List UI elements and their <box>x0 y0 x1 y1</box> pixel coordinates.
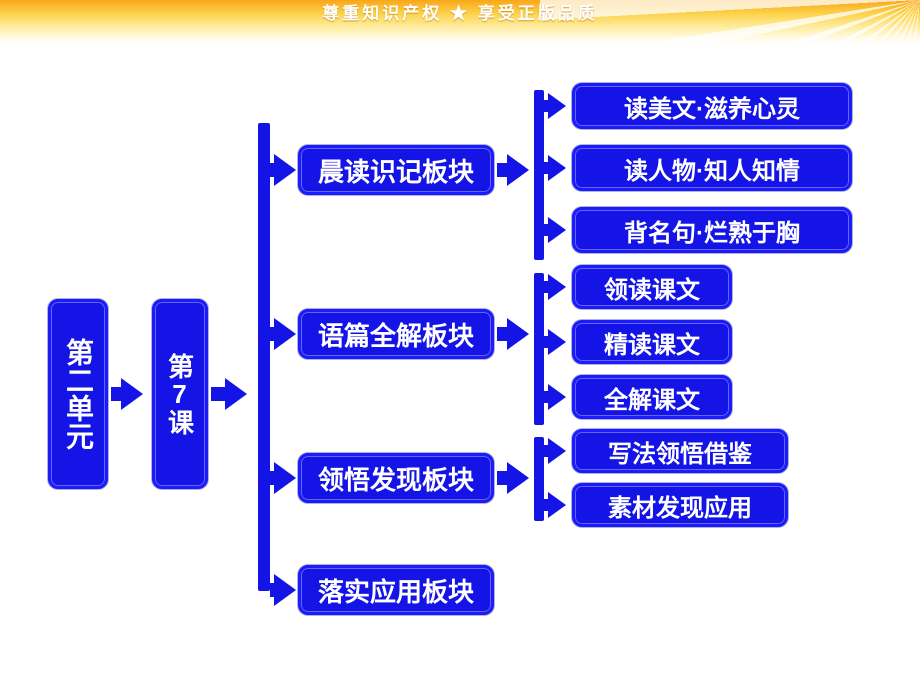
arrow-icon <box>548 217 566 243</box>
connector <box>497 471 507 485</box>
leaf-full[interactable]: 全解课文 <box>572 375 732 419</box>
sec-morning-label: 晨读识记板块 <box>318 152 474 189</box>
arrow-icon <box>548 274 566 300</box>
lesson[interactable]: 第7课 <box>152 299 208 489</box>
arrow-icon <box>548 384 566 410</box>
leaf-material-label: 素材发现应用 <box>608 488 752 523</box>
arrow-icon <box>507 318 529 350</box>
leaf-close[interactable]: 精读课文 <box>572 320 732 364</box>
arrow-icon <box>274 462 296 494</box>
leaf-people-label: 读人物·知人知情 <box>624 151 800 186</box>
arrow-icon <box>225 378 247 410</box>
leaf-people[interactable]: 读人物·知人知情 <box>572 145 852 191</box>
leaf-quote[interactable]: 背名句·烂熟于胸 <box>572 207 852 253</box>
leaf-lead-label: 领读课文 <box>604 270 700 305</box>
sec-morning[interactable]: 晨读识记板块 <box>298 145 494 195</box>
arrow-icon <box>548 492 566 518</box>
arrow-icon <box>274 318 296 350</box>
connector <box>497 163 507 177</box>
sec-practice-label: 落实应用板块 <box>318 572 474 609</box>
unit-label: 第二单元 <box>58 338 98 450</box>
arrow-icon <box>507 154 529 186</box>
connector <box>211 387 225 401</box>
leaf-lead[interactable]: 领读课文 <box>572 265 732 309</box>
connector <box>111 387 121 401</box>
arrow-icon <box>548 329 566 355</box>
sec-discourse-label: 语篇全解板块 <box>318 316 474 353</box>
connector-trunk <box>534 437 544 521</box>
sec-discourse[interactable]: 语篇全解板块 <box>298 309 494 359</box>
leaf-essay-label: 读美文·滋养心灵 <box>624 89 800 124</box>
leaf-close-label: 精读课文 <box>604 325 700 360</box>
sec-practice[interactable]: 落实应用板块 <box>298 565 494 615</box>
connector-trunk <box>534 90 544 260</box>
leaf-essay[interactable]: 读美文·滋养心灵 <box>572 83 852 129</box>
connector <box>497 327 507 341</box>
header-tagline: 尊重知识产权 ★ 享受正版品质 <box>322 4 597 23</box>
sec-insight[interactable]: 领悟发现板块 <box>298 453 494 503</box>
diagram-canvas: 第二单元 第7课 晨读识记板块 读美文·滋养心灵读人物·知人知情背名句·烂熟于胸语篇全… <box>0 45 920 690</box>
connector-trunk <box>534 273 544 425</box>
leaf-quote-label: 背名句·烂熟于胸 <box>624 213 800 248</box>
sec-insight-label: 领悟发现板块 <box>318 460 474 497</box>
header-banner: 尊重知识产权 ★ 享受正版品质 <box>0 0 920 45</box>
arrow-icon <box>548 438 566 464</box>
leaf-method[interactable]: 写法领悟借鉴 <box>572 429 788 473</box>
lesson-label: 第7课 <box>162 353 199 435</box>
connector-trunk <box>258 123 270 591</box>
arrow-icon <box>548 155 566 181</box>
leaf-material[interactable]: 素材发现应用 <box>572 483 788 527</box>
unit[interactable]: 第二单元 <box>48 299 108 489</box>
arrow-icon <box>274 574 296 606</box>
leaf-method-label: 写法领悟借鉴 <box>608 434 752 469</box>
leaf-full-label: 全解课文 <box>604 380 700 415</box>
arrow-icon <box>507 462 529 494</box>
arrow-icon <box>121 378 143 410</box>
arrow-icon <box>274 154 296 186</box>
arrow-icon <box>548 93 566 119</box>
